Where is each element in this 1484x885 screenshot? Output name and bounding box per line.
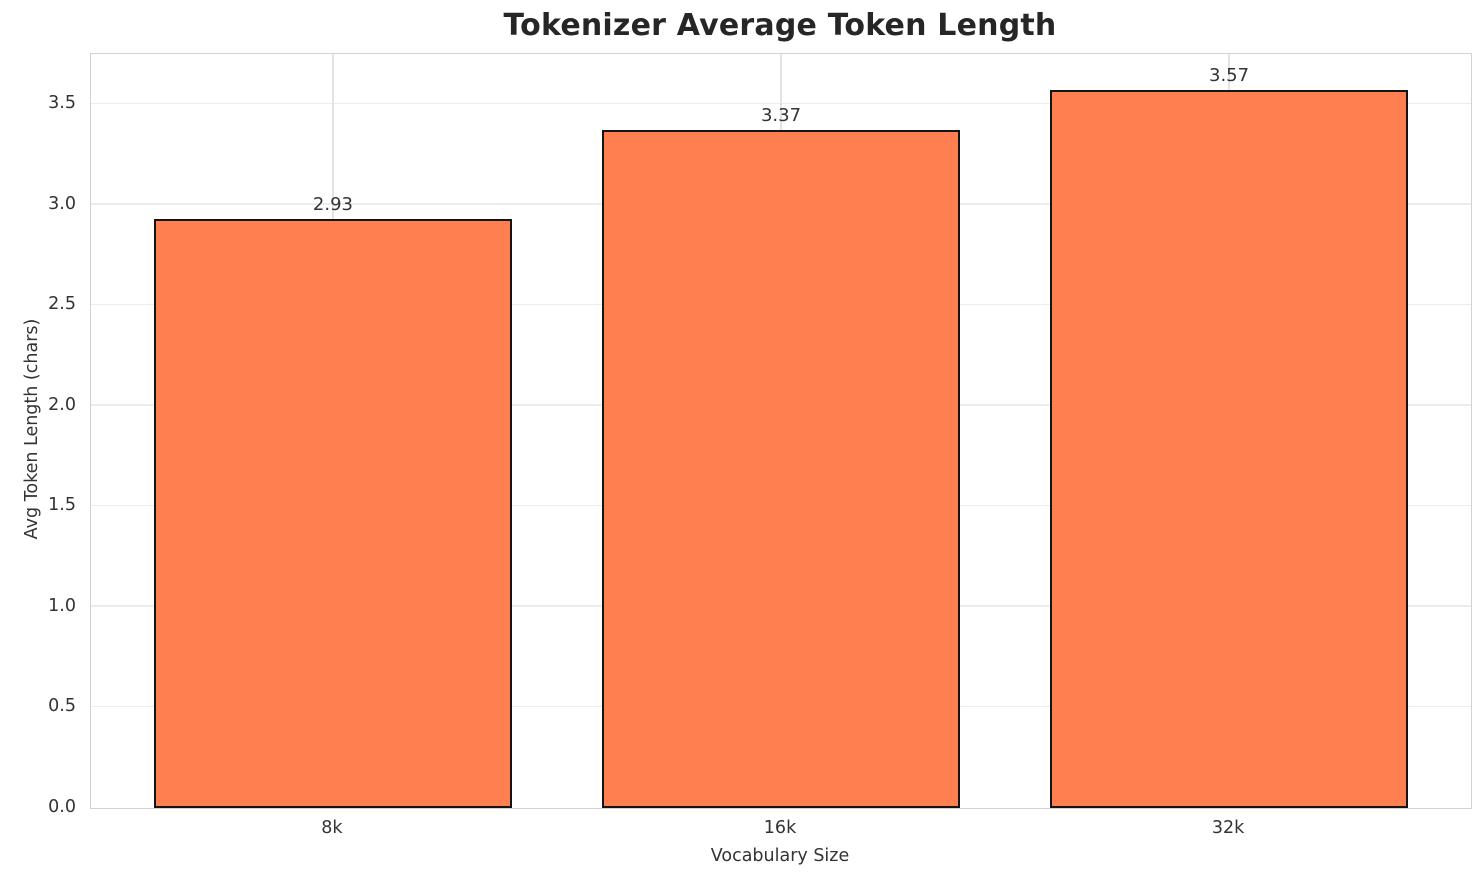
x-tick-label: 32k xyxy=(1211,818,1245,838)
x-axis-label: Vocabulary Size xyxy=(710,846,850,866)
y-tick-label: 0.0 xyxy=(48,797,76,817)
y-tick-label: 2.0 xyxy=(48,394,76,415)
chart-title: Tokenizer Average Token Length xyxy=(503,8,1057,43)
y-tick-label: 0.5 xyxy=(48,696,76,717)
y-tick-label: 3.0 xyxy=(48,193,76,214)
x-tick-label: 8k xyxy=(321,818,343,838)
bar-value-label: 3.37 xyxy=(760,105,802,127)
y-tick-label: 2.5 xyxy=(48,294,76,315)
y-tick-label: 1.0 xyxy=(48,595,76,616)
bar-value-label: 3.57 xyxy=(1209,64,1250,86)
bar-16k xyxy=(601,130,961,808)
y-tick-label: 3.5 xyxy=(48,92,76,113)
bar-8k xyxy=(153,218,513,808)
plot-area: 2.93 3.37 3.57 xyxy=(90,53,1472,809)
bar-32k xyxy=(1049,89,1409,808)
x-tick-label: 16k xyxy=(763,818,797,838)
bar-value-label: 2.93 xyxy=(312,193,353,215)
y-tick-label: 1.5 xyxy=(48,495,76,516)
